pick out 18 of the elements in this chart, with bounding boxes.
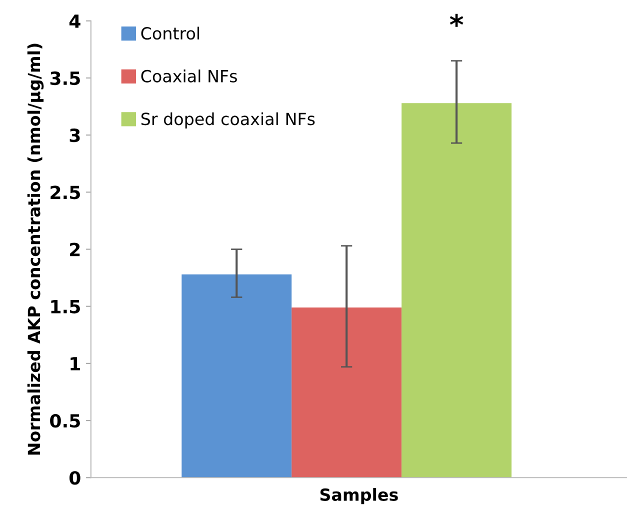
y-tick-label: 0.5 — [50, 414, 80, 428]
bar — [292, 307, 402, 478]
bar — [402, 103, 512, 478]
y-tick-label: 2 — [70, 242, 80, 256]
y-tick-label: 2.5 — [50, 186, 80, 200]
legend-label: Control — [141, 26, 200, 40]
y-tick-label: 4 — [69, 14, 80, 28]
legend-label: Coaxial NFs — [141, 70, 237, 82]
annotation: * — [450, 14, 464, 27]
y-tick-label: 1.5 — [51, 300, 80, 314]
y-tick-label: 1 — [70, 357, 80, 370]
y-tick-label: 0 — [69, 471, 80, 485]
legend-label: Sr doped coaxial NFs — [141, 112, 315, 128]
y-axis-title: Normalized AKP concentration (nmol/µg/ml) — [27, 44, 44, 455]
bar — [182, 274, 292, 478]
y-tick-label: 3.5 — [50, 71, 80, 86]
y-tick-label: 3 — [70, 128, 80, 142]
x-axis-title: Samples — [320, 488, 398, 504]
